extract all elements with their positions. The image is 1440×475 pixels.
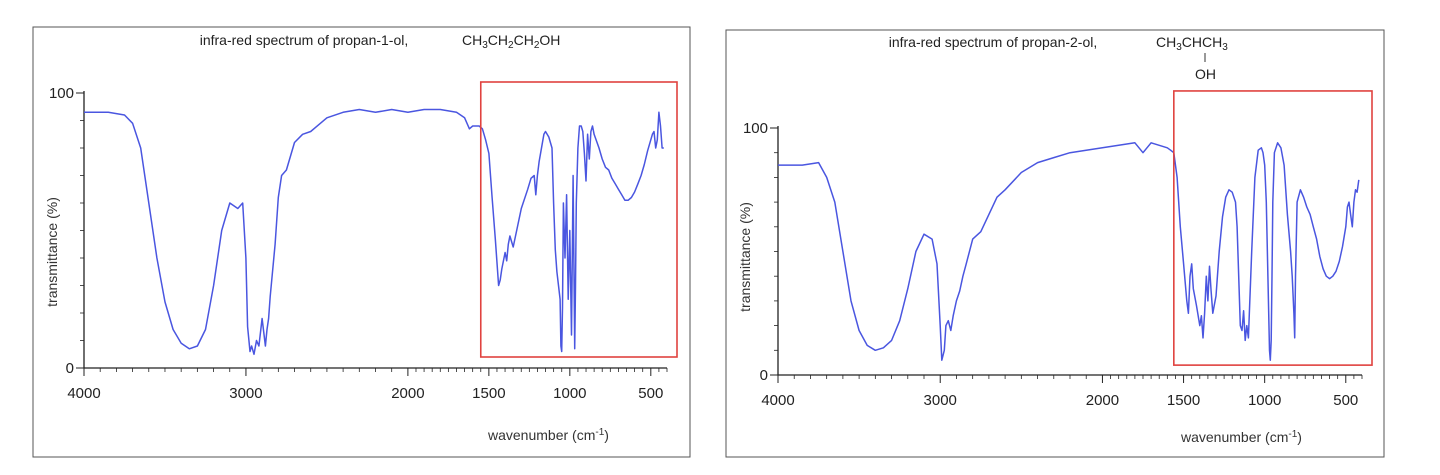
x-tick-label: 2000	[1086, 392, 1119, 409]
axes	[83, 91, 667, 369]
axes	[777, 126, 1362, 376]
ticks	[76, 92, 652, 376]
x-tick-label: 1500	[1167, 392, 1200, 409]
y-tick-label: 100	[49, 85, 74, 102]
chart-formula: CH3CH2CH2OH	[462, 32, 560, 51]
y-axis-label: transmittance (%)	[44, 197, 60, 307]
x-tick-label: 500	[1333, 392, 1358, 409]
y-axis-label: transmittance (%)	[737, 202, 753, 312]
panel-frame	[725, 29, 1385, 458]
propan-2-ol-spectrum-panel: infra-red spectrum of propan-2-ol, CH3CH…	[725, 29, 1385, 458]
tick-labels: 4000 3000 2000 1500 1000 500 0 100	[743, 120, 1358, 409]
x-tick-label: 1000	[1248, 392, 1281, 409]
x-tick-label: 3000	[924, 392, 957, 409]
chart-formula-branch: OH	[1195, 66, 1216, 82]
fingerprint-region-box	[479, 81, 678, 358]
x-axis-label: wavenumber (cm-1)	[1180, 429, 1302, 445]
spectrum-line	[84, 108, 664, 356]
fingerprint-region-box	[1173, 90, 1373, 366]
panel-frame	[32, 26, 691, 458]
propan-1-ol-spectrum-panel: infra-red spectrum of propan-1-ol, CH3CH…	[32, 26, 691, 458]
x-tick-label: 500	[638, 385, 663, 402]
x-tick-label: 1000	[553, 385, 586, 402]
chart-title: infra-red spectrum of propan-1-ol,	[200, 32, 409, 48]
tick-labels: 4000 3000 2000 1500 1000 500 0 100	[49, 85, 663, 402]
chart-title: infra-red spectrum of propan-2-ol,	[889, 34, 1098, 50]
x-tick-label: 2000	[391, 385, 424, 402]
x-tick-label: 4000	[67, 385, 100, 402]
minor-ticks	[80, 120, 668, 372]
spectrum-line	[778, 142, 1360, 361]
y-tick-label: 0	[66, 360, 74, 377]
x-tick-label: 3000	[229, 385, 262, 402]
y-tick-label: 0	[760, 367, 768, 384]
ticks	[770, 127, 1347, 383]
minor-ticks	[774, 152, 1363, 379]
chart-formula: CH3CHCH3	[1156, 34, 1228, 53]
x-tick-label: 4000	[761, 392, 794, 409]
y-tick-label: 100	[743, 120, 768, 137]
x-axis-label: wavenumber (cm-1)	[487, 427, 609, 443]
x-tick-label: 1500	[472, 385, 505, 402]
